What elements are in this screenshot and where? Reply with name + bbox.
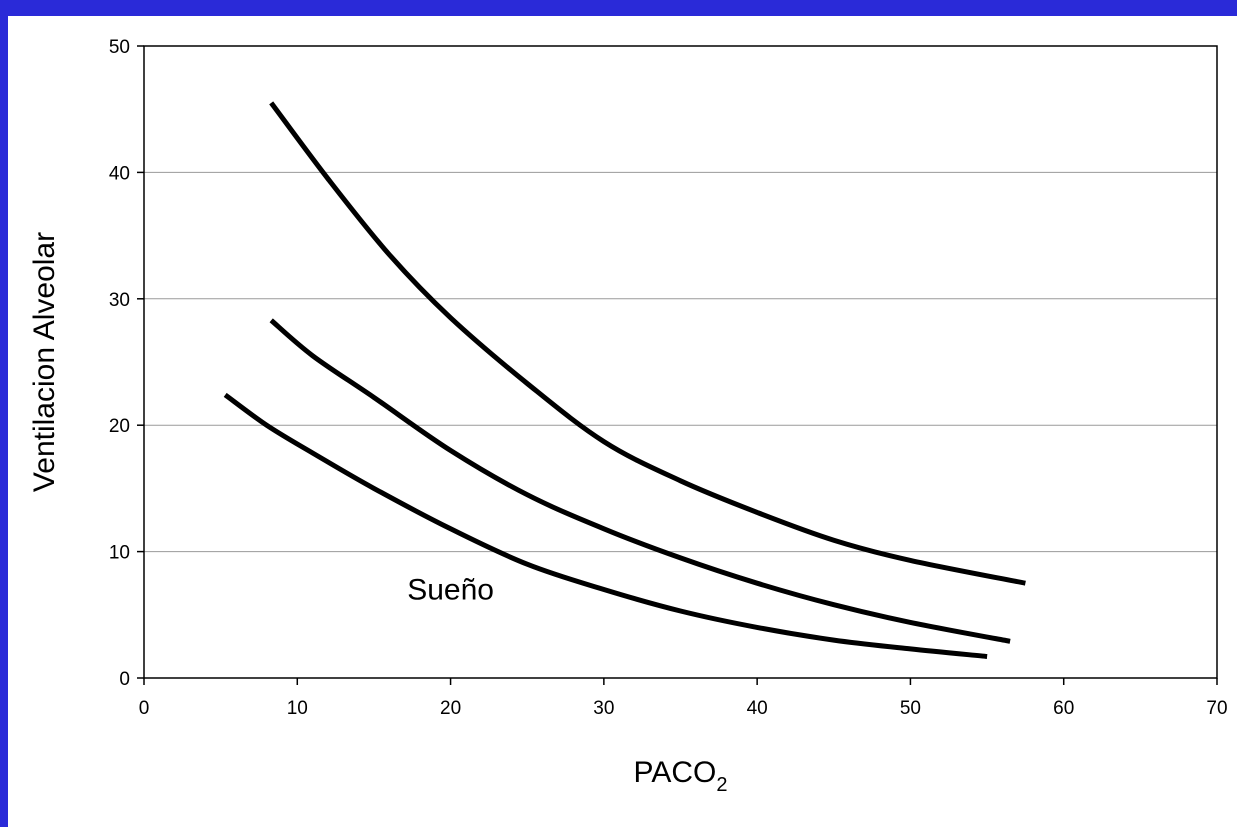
curves (223, 101, 1026, 659)
curve-3 (223, 392, 988, 659)
x-tick-label: 70 (1206, 698, 1227, 719)
y-tick-label: 50 (109, 37, 130, 58)
frame-left-border (0, 0, 8, 827)
gridlines (144, 171, 1217, 553)
curve-1 (269, 101, 1026, 586)
x-axis-title-main: PACO (634, 756, 717, 789)
x-tick-label: 60 (1053, 698, 1074, 719)
plot-area-frame (143, 45, 1218, 679)
x-tick-labels: 0 10 20 30 40 50 60 70 (139, 698, 1228, 719)
curve-2 (269, 318, 1011, 644)
x-axis-title-subscript: 2 (716, 774, 727, 796)
x-tick-label: 40 (747, 698, 768, 719)
x-axis-title: PACO2 (634, 756, 728, 796)
x-tick-label: 50 (900, 698, 921, 719)
chart-canvas: 0 10 20 30 40 50 60 70 0 10 20 30 40 50 Sueño Ventil… (8, 16, 1237, 827)
x-tick-label: 20 (440, 698, 461, 719)
annotation-sueno: Sueño (407, 574, 494, 607)
x-tick-label: 10 (287, 698, 308, 719)
y-tick-label: 40 (109, 163, 130, 184)
frame-top-border (0, 0, 1237, 16)
y-tick-label: 20 (109, 416, 130, 437)
y-tick-label: 30 (109, 290, 130, 311)
y-tick-labels: 0 10 20 30 40 50 (109, 37, 130, 690)
x-tick-label: 0 (139, 698, 150, 719)
y-tick-label: 0 (119, 669, 130, 690)
chart-svg: 0 10 20 30 40 50 60 70 0 10 20 30 40 50 Sueño Ventil… (28, 37, 1228, 796)
y-tick-label: 10 (109, 543, 130, 564)
x-tick-label: 30 (593, 698, 614, 719)
axes (137, 45, 1218, 685)
y-axis-title: Ventilacion Alveolar (28, 232, 61, 492)
